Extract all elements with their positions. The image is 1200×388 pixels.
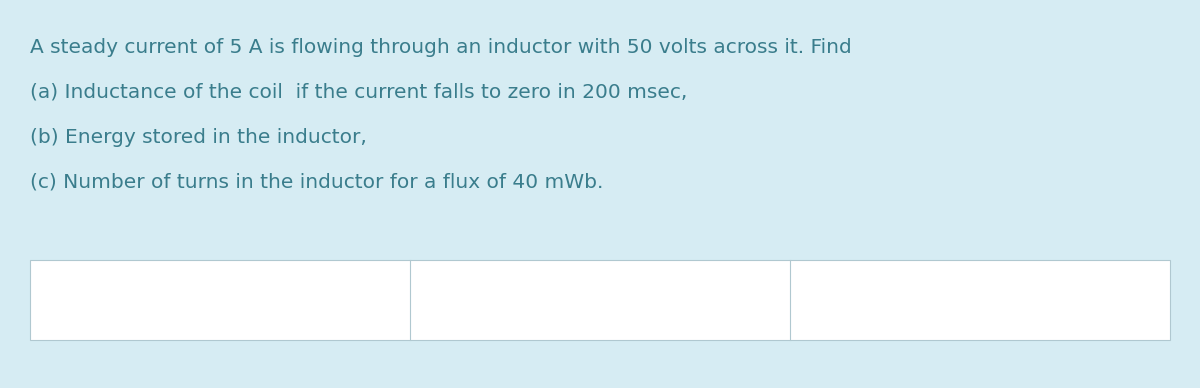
Bar xyxy=(30,260,1170,340)
Text: (b) Energy stored in the inductor,: (b) Energy stored in the inductor, xyxy=(30,128,367,147)
Text: (c) Number of turns in the inductor for a flux of 40 mWb.: (c) Number of turns in the inductor for … xyxy=(30,173,604,192)
Text: (a) Inductance of the coil  if the current falls to zero in 200 msec,: (a) Inductance of the coil if the curren… xyxy=(30,83,688,102)
Text: A steady current of 5 A is flowing through an inductor with 50 volts across it. : A steady current of 5 A is flowing throu… xyxy=(30,38,852,57)
